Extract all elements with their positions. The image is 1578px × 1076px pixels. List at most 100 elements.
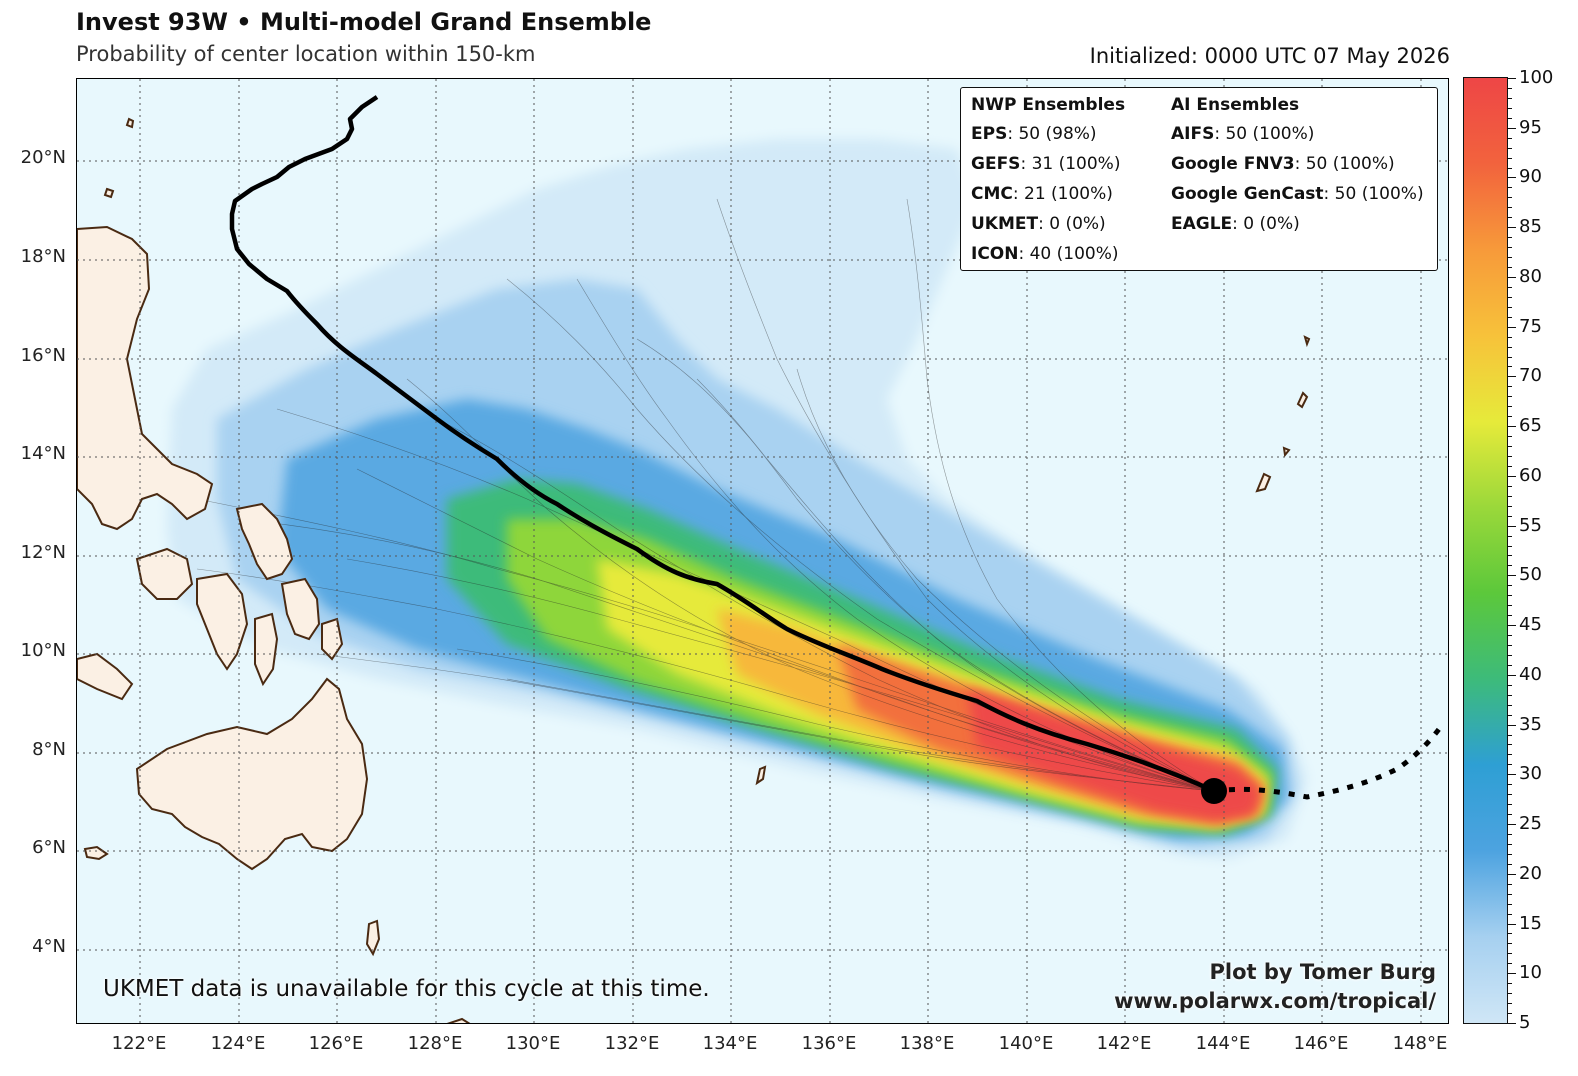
colorbar-tick: [1508, 834, 1512, 835]
colorbar-tick: [1508, 555, 1512, 556]
colorbar-label: 70: [1519, 365, 1542, 387]
colorbar-tick: [1508, 565, 1512, 566]
colorbar-tick: [1508, 88, 1512, 89]
colorbar-label: 15: [1519, 912, 1542, 934]
colorbar-tick: [1508, 993, 1512, 994]
colorbar-label: 10: [1519, 962, 1542, 984]
sulu: [83, 845, 109, 861]
model-name: ICON: [971, 244, 1019, 264]
lon-label: 124°E: [210, 1033, 266, 1054]
colorbar-tick: [1508, 546, 1512, 547]
init-time: Initialized: 0000 UTC 07 May 2026: [1089, 44, 1450, 68]
batanes: [125, 117, 135, 129]
lat-label: 12°N: [20, 542, 66, 563]
colorbar-tick: [1508, 685, 1512, 686]
lon-label: 128°E: [407, 1033, 463, 1054]
colorbar-tick: [1508, 277, 1516, 278]
colorbar-tick: [1508, 585, 1512, 586]
colorbar-tick: [1508, 78, 1516, 79]
colorbar-tick: [1508, 575, 1516, 576]
lat-label: 14°N: [20, 443, 66, 464]
page-title: Invest 93W • Multi-model Grand Ensemble: [76, 8, 652, 36]
lat-label: 10°N: [20, 640, 66, 661]
mindanao: [135, 677, 369, 871]
credit-url: www.polarwx.com/tropical/: [1114, 989, 1436, 1013]
samar: [235, 502, 294, 581]
colorbar-tick: [1508, 744, 1512, 745]
colorbar-tick: [1508, 884, 1512, 885]
colorbar-tick: [1508, 814, 1512, 815]
guam: [1255, 472, 1272, 493]
colorbar-tick: [1508, 506, 1512, 507]
colorbar-tick: [1508, 933, 1512, 934]
prob-95: [967, 689, 1261, 821]
colorbar-label: 50: [1519, 564, 1542, 586]
legend-entry: ICON: 40 (100%): [971, 242, 1125, 272]
colorbar-tick: [1508, 665, 1512, 666]
colorbar-tick: [1508, 635, 1512, 636]
panay-negros: [196, 572, 249, 671]
lon-label: 138°E: [899, 1033, 955, 1054]
colorbar-tick: [1508, 436, 1512, 437]
ai-legend-column: AI Ensembles AIFS: 50 (100%) Google FNV3…: [1171, 94, 1424, 242]
colorbar-tick: [1508, 357, 1512, 358]
lon-label: 148°E: [1392, 1033, 1448, 1054]
lon-label: 126°E: [308, 1033, 364, 1054]
colorbar-tick: [1508, 625, 1516, 626]
colorbar-tick: [1508, 784, 1512, 785]
colorbar-tick: [1508, 237, 1512, 238]
colorbar-tick: [1508, 337, 1512, 338]
model-count: : 21 (100%): [1012, 184, 1113, 204]
colorbar-tick: [1508, 904, 1512, 905]
colorbar-label: 45: [1519, 614, 1542, 636]
colorbar-tick: [1508, 953, 1512, 954]
legend-entry: AIFS: 50 (100%): [1171, 122, 1424, 152]
legend-entry: Google GenCast: 50 (100%): [1171, 182, 1424, 212]
talaud: [365, 919, 381, 957]
colorbar-tick: [1508, 217, 1512, 218]
lon-label: 130°E: [505, 1033, 561, 1054]
model-name: CMC: [971, 184, 1013, 204]
colorbar-label: 80: [1519, 265, 1542, 287]
legend-entry: Google FNV3: 50 (100%): [1171, 152, 1424, 182]
lon-label: 134°E: [702, 1033, 758, 1054]
colorbar-tick: [1508, 516, 1512, 517]
cebu-bohol: [254, 612, 279, 687]
model-count: : 0 (0%): [1038, 214, 1106, 234]
model-count: : 40 (100%): [1018, 244, 1119, 264]
luzon: [77, 225, 214, 531]
colorbar-tick: [1508, 874, 1516, 875]
probability-shading: [167, 139, 1307, 859]
ensemble-legend: NWP Ensembles EPS: 50 (98%) GEFS: 31 (10…: [960, 87, 1438, 271]
colorbar-label: 90: [1519, 166, 1542, 188]
lon-label: 140°E: [998, 1033, 1054, 1054]
lon-label: 122°E: [111, 1033, 167, 1054]
land-masses: [77, 117, 1311, 1023]
colorbar-tick: [1508, 774, 1516, 775]
colorbar-tick: [1508, 396, 1512, 397]
colorbar-tick: [1508, 416, 1512, 417]
colorbar-tick: [1508, 983, 1512, 984]
colorbar-tick: [1508, 227, 1516, 228]
colorbar-tick: [1508, 138, 1512, 139]
colorbar-tick: [1508, 207, 1512, 208]
model-name: Google FNV3: [1171, 154, 1295, 174]
legend-entry: EAGLE: 0 (0%): [1171, 212, 1424, 242]
marianas-1: [1296, 391, 1309, 409]
colorbar-label: 95: [1519, 116, 1542, 138]
leyte: [280, 577, 321, 641]
colorbar-tick: [1508, 496, 1512, 497]
colorbar-tick: [1508, 446, 1512, 447]
colorbar-tick: [1508, 943, 1512, 944]
colorbar-tick: [1508, 854, 1512, 855]
credit-author: Plot by Tomer Burg: [1209, 960, 1437, 984]
model-name: GEFS: [971, 154, 1021, 174]
colorbar-label: 100: [1519, 67, 1554, 88]
page-subtitle: Probability of center location within 15…: [76, 42, 536, 66]
lon-label: 136°E: [801, 1033, 857, 1054]
colorbar-tick: [1508, 715, 1512, 716]
lat-label: 16°N: [20, 345, 66, 366]
colorbar-label: 30: [1519, 763, 1542, 785]
model-name: Google GenCast: [1171, 184, 1324, 204]
legend-entry: EPS: 50 (98%): [971, 122, 1125, 152]
